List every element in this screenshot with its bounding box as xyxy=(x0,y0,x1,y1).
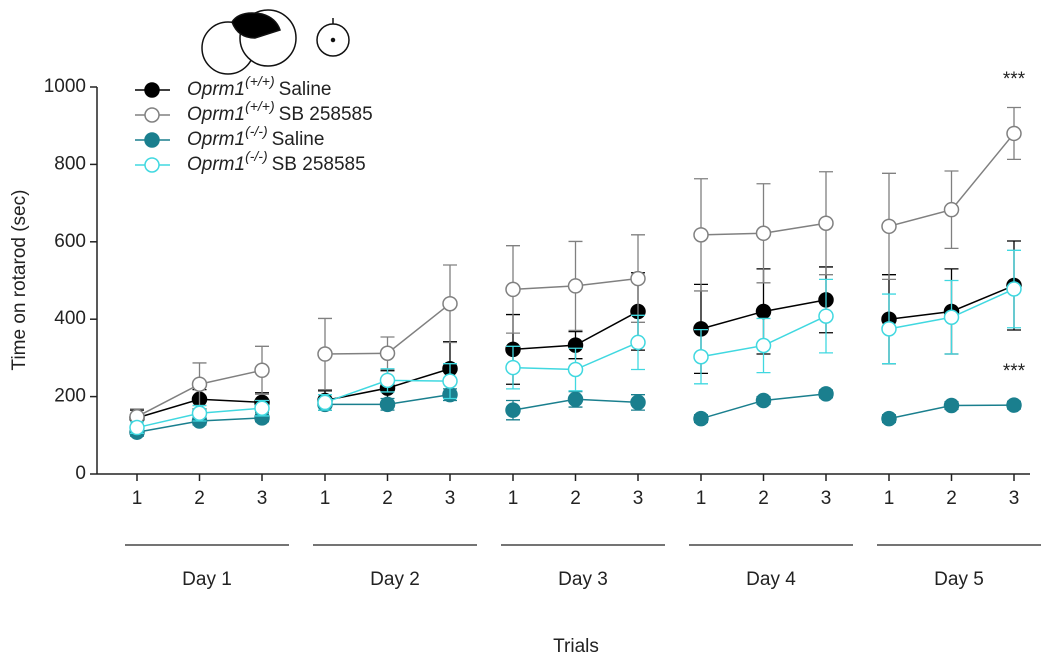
data-point xyxy=(630,270,646,287)
legend-gene: Oprm1 xyxy=(187,154,245,175)
x-tick-label: 1 xyxy=(696,488,707,509)
y-tick-label: 600 xyxy=(54,231,86,252)
data-point xyxy=(693,410,709,427)
data-point xyxy=(442,295,458,312)
data-point xyxy=(191,405,208,421)
data-point xyxy=(567,278,584,294)
legend-treatment: SB 258585 xyxy=(279,104,373,125)
data-point xyxy=(630,334,646,351)
data-point xyxy=(254,362,270,379)
group-label: Day 3 xyxy=(558,569,608,590)
data-point xyxy=(943,309,960,326)
data-point xyxy=(881,410,897,427)
y-tick-label: 200 xyxy=(54,386,86,407)
data-point xyxy=(379,396,396,413)
data-point xyxy=(693,227,709,243)
x-tick-label: 2 xyxy=(570,488,581,509)
data-point xyxy=(755,392,772,409)
legend-genotype: (-/-) xyxy=(245,148,268,164)
x-tick-label: 3 xyxy=(1009,488,1020,509)
legend-gene: Oprm1 xyxy=(187,129,245,150)
data-point xyxy=(567,391,584,408)
x-tick-label: 2 xyxy=(758,488,769,509)
y-tick-label: 400 xyxy=(54,308,86,329)
legend-label: Oprm1(-/-) Saline xyxy=(187,123,324,150)
data-point xyxy=(818,215,834,231)
legend-marker xyxy=(144,107,160,123)
data-point xyxy=(755,337,772,354)
x-tick-label: 3 xyxy=(257,488,268,509)
group-label: Day 2 xyxy=(370,569,420,590)
legend-genotype: (+/+) xyxy=(245,73,275,89)
data-point xyxy=(191,376,208,392)
x-tick-label: 1 xyxy=(508,488,519,509)
group-label: Day 1 xyxy=(182,569,232,590)
data-point xyxy=(254,400,270,416)
data-point xyxy=(943,201,960,218)
data-point xyxy=(755,225,772,242)
legend-gene: Oprm1 xyxy=(187,79,245,100)
data-point xyxy=(317,346,333,362)
data-point xyxy=(379,372,396,389)
annotation: *** xyxy=(1003,361,1026,382)
legend-label: Oprm1(+/+) SB 258585 xyxy=(187,98,373,125)
data-point xyxy=(818,386,834,402)
data-point xyxy=(1006,125,1022,142)
y-tick-label: 800 xyxy=(54,153,86,174)
x-tick-label: 2 xyxy=(946,488,957,509)
data-point xyxy=(379,345,396,362)
x-tick-label: 2 xyxy=(194,488,205,509)
x-axis-label: Trials xyxy=(553,636,599,657)
data-point xyxy=(505,402,521,418)
rotarod-icon xyxy=(201,9,350,75)
data-point xyxy=(567,361,584,378)
legend-gene: Oprm1 xyxy=(187,104,245,125)
x-tick-label: 3 xyxy=(633,488,644,509)
y-tick-label: 0 xyxy=(75,463,86,484)
data-point xyxy=(881,321,897,337)
legend-treatment: Saline xyxy=(279,79,332,100)
data-point xyxy=(818,308,834,324)
legend-treatment: SB 258585 xyxy=(272,154,366,175)
legend-marker xyxy=(144,132,160,148)
data-point xyxy=(943,397,960,414)
group-label: Day 4 xyxy=(746,569,796,590)
y-axis-label: Time on rotarod (sec) xyxy=(9,190,30,371)
legend-marker xyxy=(144,157,160,173)
x-tick-label: 1 xyxy=(132,488,143,509)
legend-genotype: (-/-) xyxy=(245,123,268,139)
x-tick-label: 3 xyxy=(445,488,456,509)
x-tick-label: 1 xyxy=(884,488,895,509)
data-point xyxy=(755,303,772,320)
data-point xyxy=(630,394,646,411)
data-point xyxy=(1006,397,1022,413)
data-point xyxy=(505,281,521,298)
x-tick-label: 3 xyxy=(821,488,832,509)
data-point xyxy=(693,348,709,365)
data-point xyxy=(317,394,333,411)
y-tick-label: 1000 xyxy=(44,76,86,97)
legend-treatment: Saline xyxy=(272,129,325,150)
data-point xyxy=(129,419,145,436)
data-point xyxy=(442,373,458,389)
data-point xyxy=(505,359,521,376)
legend-label: Oprm1(+/+) Saline xyxy=(187,73,331,100)
data-point xyxy=(1006,281,1022,297)
group-label: Day 5 xyxy=(934,569,984,590)
data-point xyxy=(881,218,897,235)
legend-label: Oprm1(-/-) SB 258585 xyxy=(187,148,366,175)
annotation: *** xyxy=(1003,69,1026,90)
legend-marker xyxy=(144,82,160,98)
x-tick-label: 1 xyxy=(320,488,331,509)
x-tick-label: 2 xyxy=(382,488,393,509)
legend-genotype: (+/+) xyxy=(245,98,275,114)
